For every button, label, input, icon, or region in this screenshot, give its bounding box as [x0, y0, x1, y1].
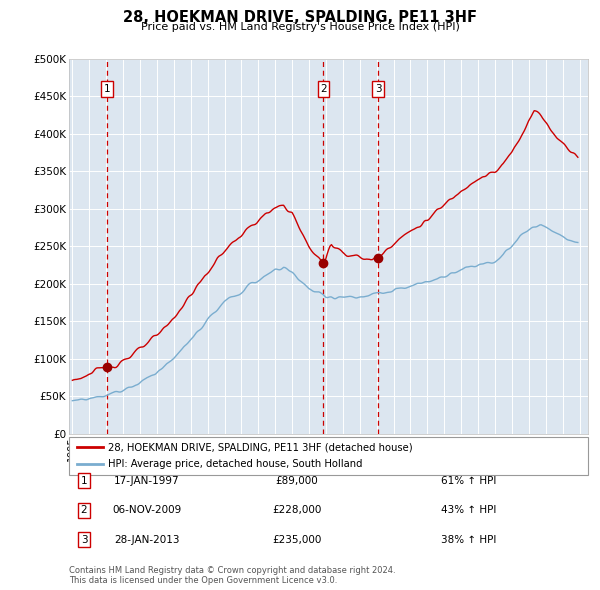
Text: 28, HOEKMAN DRIVE, SPALDING, PE11 3HF: 28, HOEKMAN DRIVE, SPALDING, PE11 3HF: [123, 10, 477, 25]
Text: £235,000: £235,000: [272, 535, 322, 545]
Text: 06-NOV-2009: 06-NOV-2009: [112, 506, 182, 515]
Text: 3: 3: [80, 535, 88, 545]
Text: £228,000: £228,000: [272, 506, 322, 515]
Text: 61% ↑ HPI: 61% ↑ HPI: [441, 476, 496, 486]
Text: 2: 2: [320, 84, 327, 94]
Text: 43% ↑ HPI: 43% ↑ HPI: [441, 506, 496, 515]
Text: 2: 2: [80, 506, 88, 515]
Text: 38% ↑ HPI: 38% ↑ HPI: [441, 535, 496, 545]
Text: Price paid vs. HM Land Registry's House Price Index (HPI): Price paid vs. HM Land Registry's House …: [140, 22, 460, 32]
Text: 28-JAN-2013: 28-JAN-2013: [114, 535, 180, 545]
FancyBboxPatch shape: [69, 437, 588, 475]
Text: 1: 1: [80, 476, 88, 486]
Text: HPI: Average price, detached house, South Holland: HPI: Average price, detached house, Sout…: [108, 459, 362, 469]
Text: 17-JAN-1997: 17-JAN-1997: [114, 476, 180, 486]
Text: 3: 3: [375, 84, 382, 94]
Text: 1: 1: [104, 84, 110, 94]
Text: 28, HOEKMAN DRIVE, SPALDING, PE11 3HF (detached house): 28, HOEKMAN DRIVE, SPALDING, PE11 3HF (d…: [108, 442, 413, 453]
Text: Contains HM Land Registry data © Crown copyright and database right 2024.
This d: Contains HM Land Registry data © Crown c…: [69, 566, 395, 585]
Text: £89,000: £89,000: [275, 476, 319, 486]
